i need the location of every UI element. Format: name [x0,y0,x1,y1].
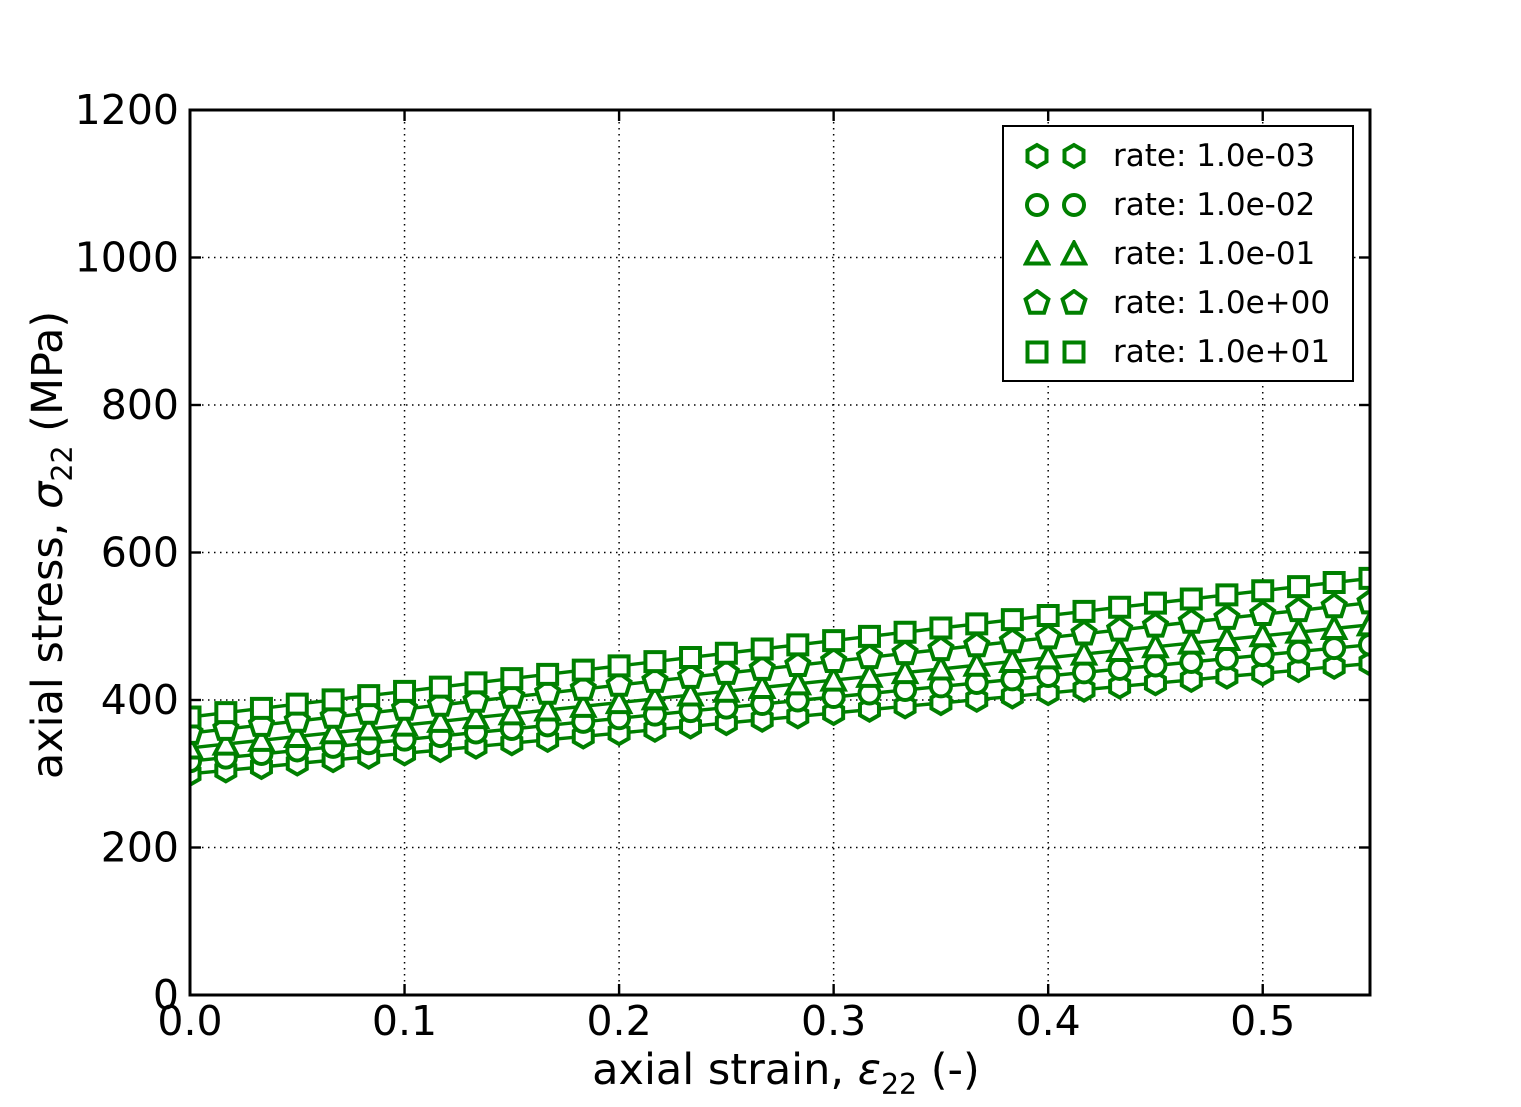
series-line [190,643,1370,763]
plot-border [188,108,1372,997]
series-line [190,623,1370,750]
series-hexagon [190,650,1370,788]
y-axis-unit: (MPa) [23,310,73,446]
legend: rate: 1.0e-03 rate: 1.0e-02 rate: 1.0e-01 r… [1002,125,1354,382]
y-tick-label: 0 [153,971,179,1019]
pentagon-icon [1060,288,1088,315]
x-axis-unit: (-) [917,1045,980,1095]
circle-icon [1062,192,1086,217]
hexagon-icon [1025,142,1049,169]
y-tick-label: 600 [101,529,179,577]
y-axis-label-text: axial stress, [23,508,73,780]
epsilon-symbol: ε [857,1045,881,1095]
triangle-up-icon [1060,239,1088,265]
series-triangle-up [190,609,1370,760]
series-line [190,661,1370,776]
y-tick-label: 1000 [75,234,179,282]
legend-label: rate: 1.0e+00 [1113,284,1331,321]
legend-entry: rate: 1.0e+01 [1014,327,1352,376]
x-tick-label: 0.5 [1230,997,1295,1045]
x-tick-label: 0.2 [586,997,651,1045]
y-axis-subscript: 22 [45,445,79,482]
x-axis-subscript: 22 [880,1067,918,1101]
hexagon-icon [1062,142,1086,169]
series-pentagon [190,588,1370,745]
legend-label: rate: 1.0e-02 [1113,186,1316,223]
series-line [190,576,1370,719]
triangle-up-icon [1023,239,1051,265]
x-tick-label: 0.0 [157,997,222,1045]
y-tick-label: 200 [101,824,179,872]
x-tick-labels: 0.0 0.1 0.2 0.3 0.4 0.5 [157,997,1295,1045]
legend-entry: rate: 1.0e+00 [1014,278,1352,327]
square-icon [1062,340,1086,363]
x-tick-label: 0.3 [801,997,866,1045]
legend-label: rate: 1.0e-03 [1113,137,1316,174]
legend-entry: rate: 1.0e-02 [1014,180,1352,229]
y-tick-label: 1200 [75,86,179,134]
series-square [190,566,1370,729]
x-tick-label: 0.4 [1016,997,1081,1045]
square-icon [1025,340,1049,363]
legend-label: rate: 1.0e-01 [1113,235,1316,272]
pentagon-icon [1023,288,1051,315]
x-tick-label: 0.1 [372,997,437,1045]
sigma-symbol: σ [23,481,73,509]
x-axis-label: axial strain, ε22 (-) [592,1045,980,1099]
legend-entry: rate: 1.0e-01 [1014,229,1352,278]
legend-entry: rate: 1.0e-03 [1014,131,1352,180]
y-tick-label: 400 [101,676,179,724]
series-line [190,601,1370,735]
y-axis-label: axial stress, σ22 (MPa) [23,310,79,780]
legend-label: rate: 1.0e+01 [1113,333,1331,370]
circle-icon [1025,192,1049,217]
x-axis-label-text: axial strain, [592,1045,858,1095]
y-tick-label: 800 [101,381,179,429]
y-tick-labels: 0 200 400 600 800 1000 1200 [75,86,179,1019]
